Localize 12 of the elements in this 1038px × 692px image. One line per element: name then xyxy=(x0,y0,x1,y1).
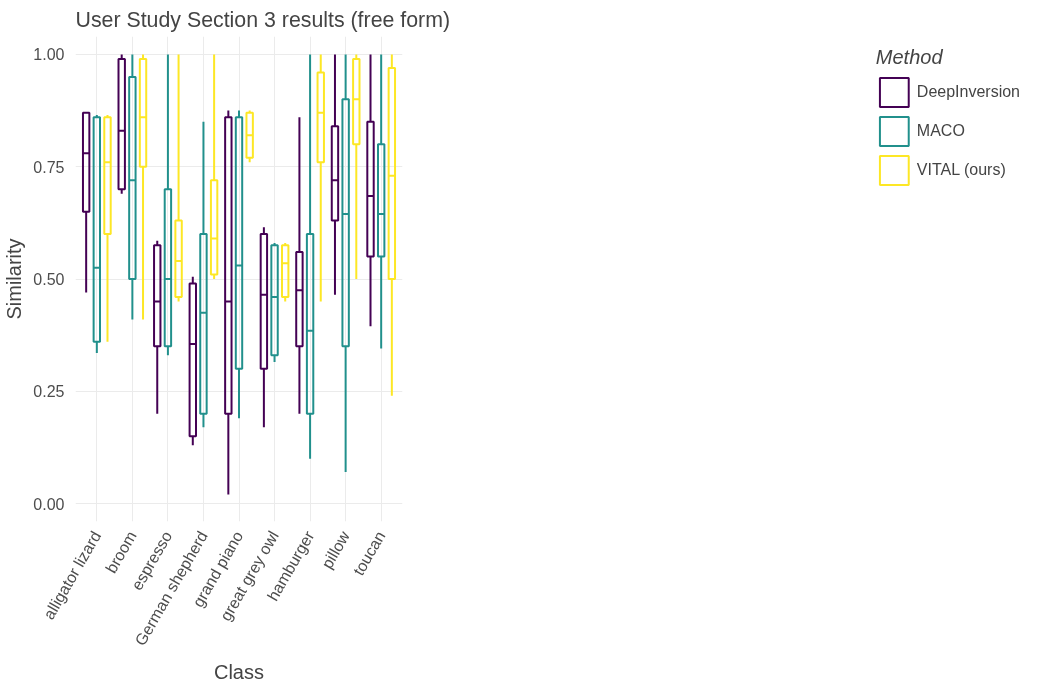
legend-title: Method xyxy=(875,46,944,69)
y-tick-label: 1.00 xyxy=(33,46,65,64)
x-axis-title: Class xyxy=(214,660,265,683)
legend-label: MACO xyxy=(916,122,965,140)
y-tick-label: 0.50 xyxy=(33,271,65,288)
y-axis-title: Similarity xyxy=(3,238,26,320)
y-tick-label: 0.00 xyxy=(33,495,65,513)
y-tick-label: 0.75 xyxy=(33,158,65,176)
legend-label: DeepInversion xyxy=(916,83,1020,101)
y-tick-label: 0.25 xyxy=(33,383,65,401)
legend-label: VITAL (ours) xyxy=(916,161,1006,179)
chart-title: User Study Section 3 results (free form) xyxy=(75,7,451,32)
